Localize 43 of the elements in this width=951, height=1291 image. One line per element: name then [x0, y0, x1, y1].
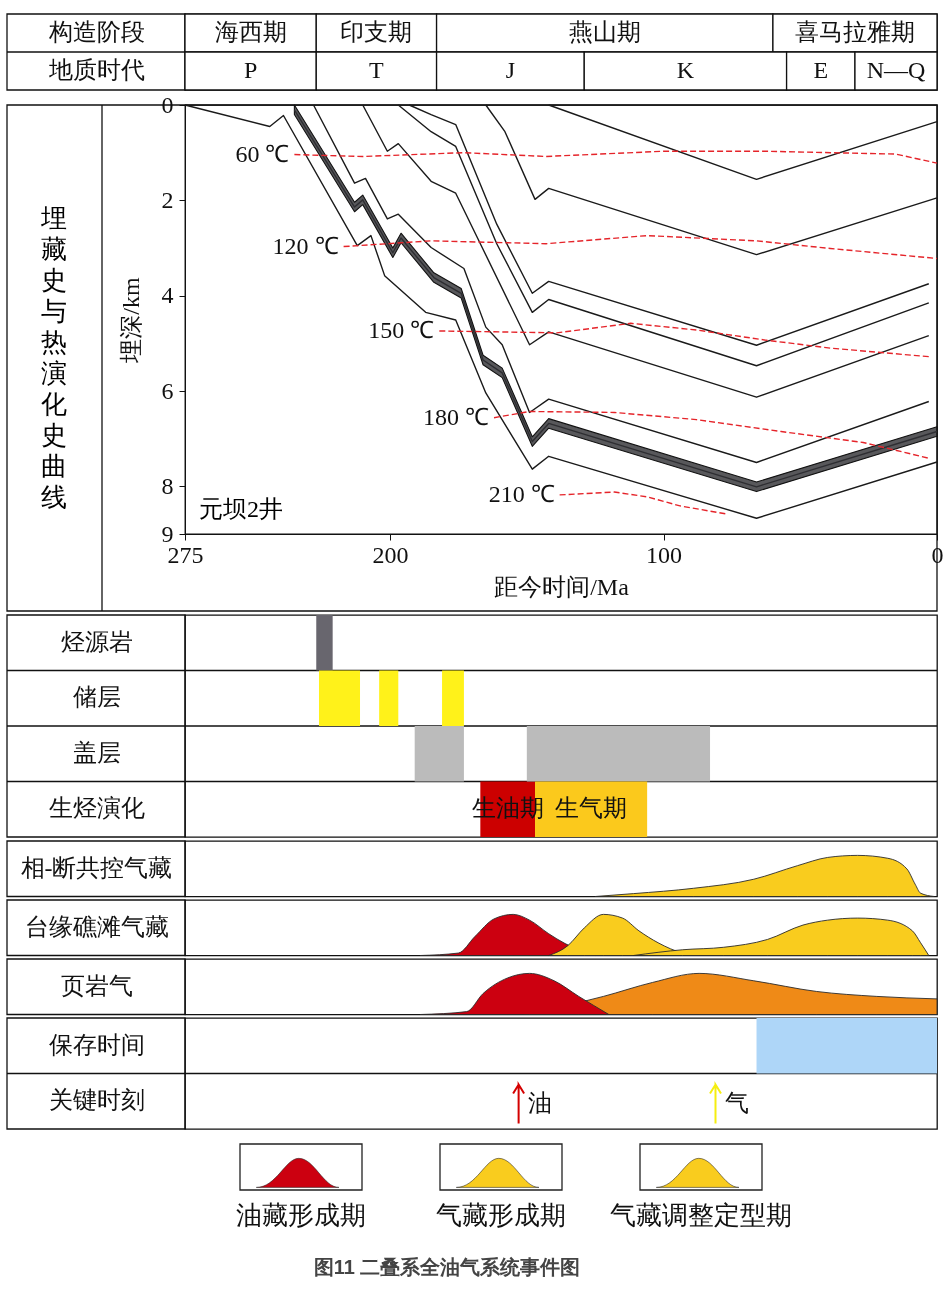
y-tick-label: 4 — [161, 282, 174, 309]
data-label: K — [676, 57, 695, 83]
y-tick-label: 生烃演化 — [48, 795, 145, 822]
y-tick-label: 地质时代 — [47, 57, 145, 83]
legend-label: 油藏形成期 — [236, 1201, 366, 1230]
ref-line-label: 油 — [527, 1090, 552, 1117]
y-tick-label: 8 — [161, 472, 174, 499]
data-label: 喜马拉雅期 — [794, 19, 915, 45]
caption: 图11 二叠系全油气系统事件图 — [313, 1256, 581, 1278]
y-axis-title: 相-断共控气藏 — [20, 855, 173, 882]
data-label: 印支期 — [340, 19, 413, 45]
ref-line-label: 气 — [724, 1090, 749, 1117]
series-label: 60 ℃ — [235, 140, 290, 167]
y-tick-label: 烃源岩 — [60, 628, 133, 655]
data-label: J — [505, 57, 516, 83]
y-tick-label: 2 — [161, 186, 174, 213]
y-tick-label: 保存时间 — [48, 1031, 145, 1058]
series-label: 120 ℃ — [272, 232, 339, 259]
y-axis-title: 埋深/km — [117, 277, 144, 364]
data-label: 生气期 — [555, 795, 628, 822]
series-label: 180 ℃ — [423, 403, 489, 430]
series-label: 150 ℃ — [368, 316, 435, 343]
annotation: 元坝2井 — [199, 496, 283, 522]
x-tick-label: 100 — [646, 541, 683, 568]
y-tick-label: 构造阶段 — [47, 19, 145, 45]
x-tick-label: 200 — [372, 541, 409, 568]
y-axis-title: 台缘礁滩气藏 — [24, 914, 169, 941]
data-label: 燕山期 — [568, 19, 641, 45]
data-label: 海西期 — [214, 19, 287, 45]
series-label: 210 ℃ — [488, 480, 555, 507]
x-axis-title: 距今时间/Ma — [494, 573, 630, 600]
chart-title: 埋藏史与热演化史曲线 — [41, 203, 67, 512]
y-tick-label: 关键时刻 — [48, 1087, 145, 1114]
data-label: T — [369, 57, 385, 83]
data-label: N—Q — [866, 57, 926, 83]
legend-label: 气藏形成期 — [436, 1201, 566, 1230]
y-axis-title: 页岩气 — [60, 973, 133, 1000]
y-tick-label: 盖层 — [72, 739, 121, 766]
y-tick-label: 储层 — [72, 684, 121, 711]
data-label: P — [243, 57, 258, 83]
data-label: E — [813, 57, 829, 83]
legend-label: 气藏调整定型期 — [610, 1201, 792, 1230]
y-tick-label: 6 — [161, 377, 174, 404]
